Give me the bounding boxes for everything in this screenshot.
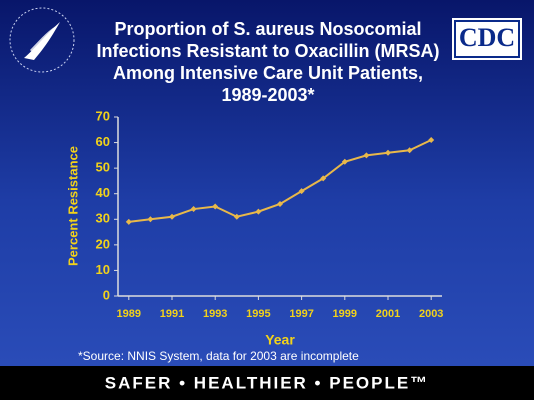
data-point xyxy=(233,213,240,220)
y-tick-label: 30 xyxy=(96,211,110,226)
x-tick-label: 1991 xyxy=(160,308,184,320)
footer-band xyxy=(0,366,534,400)
x-tick-label: 1995 xyxy=(246,308,270,320)
background xyxy=(0,0,534,366)
data-point xyxy=(385,149,391,156)
y-axis-label: Percent Resistance xyxy=(65,146,80,266)
y-tick-label: 60 xyxy=(96,134,110,149)
title-line: Among Intensive Care Unit Patients, xyxy=(113,63,423,83)
data-point xyxy=(320,175,327,182)
y-tick-label: 50 xyxy=(96,160,110,175)
y-tick-label: 10 xyxy=(96,262,110,277)
title-line: Proportion of S. aureus Nosocomial xyxy=(114,19,421,39)
x-tick-label: 1993 xyxy=(203,308,227,320)
data-point xyxy=(341,158,348,165)
y-tick-label: 70 xyxy=(96,108,110,123)
x-tick-label: 2001 xyxy=(376,308,400,320)
tagline: SAFER • HEALTHIER • PEOPLE™ xyxy=(105,373,429,392)
x-tick-label: 1999 xyxy=(333,308,357,320)
data-point xyxy=(147,216,154,223)
x-axis-label: Year xyxy=(265,332,295,348)
x-tick-label: 1989 xyxy=(117,308,141,320)
title-line: 1989-2003* xyxy=(221,85,314,105)
data-point xyxy=(169,213,175,220)
x-tick-label: 2003 xyxy=(419,308,443,320)
data-point xyxy=(406,147,413,154)
data-point xyxy=(212,203,219,210)
data-point xyxy=(277,200,283,207)
cdc-logo: CDC xyxy=(452,18,522,60)
logo-text: CDC xyxy=(459,23,515,52)
y-tick-label: 0 xyxy=(103,287,110,302)
hhs-logo xyxy=(9,7,75,73)
title-line: Infections Resistant to Oxacillin (MRSA) xyxy=(96,41,439,61)
data-point xyxy=(255,208,262,215)
y-tick-label: 20 xyxy=(96,236,110,251)
data-point xyxy=(190,206,197,213)
x-tick-label: 1997 xyxy=(289,308,313,320)
data-point xyxy=(298,188,305,195)
data-point xyxy=(428,137,435,144)
footnote: *Source: NNIS System, data for 2003 are … xyxy=(78,349,359,363)
data-point xyxy=(125,218,132,225)
y-tick-label: 40 xyxy=(96,185,110,200)
data-point xyxy=(363,152,370,159)
